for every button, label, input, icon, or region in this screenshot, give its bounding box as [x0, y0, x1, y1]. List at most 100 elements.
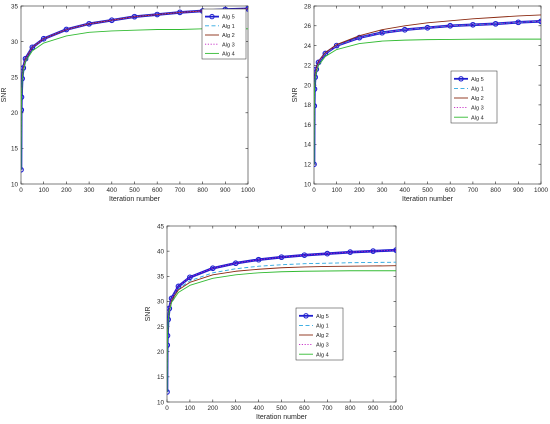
y-axis-label: SNR	[1, 88, 8, 103]
data-point-alg-5	[324, 250, 331, 257]
y-axis-label: SNR	[145, 307, 152, 322]
y-tick-label: 40	[157, 248, 165, 255]
legend-label: Alg 1	[471, 87, 484, 93]
y-tick-label: 20	[304, 82, 312, 89]
x-axis-label: Iteration number	[109, 196, 161, 203]
legend-label: Alg 2	[471, 96, 484, 102]
x-tick-label: 200	[354, 187, 365, 194]
data-point-alg-5	[322, 50, 329, 57]
series-line-alg-4	[167, 270, 396, 392]
y-tick-label: 24	[304, 43, 312, 50]
legend-label: Alg 2	[316, 333, 329, 339]
series-line-alg-4	[314, 38, 541, 165]
series-layer	[314, 14, 541, 168]
legend-marker	[458, 76, 464, 82]
y-tick-label: 10	[304, 181, 312, 188]
x-tick-label: 100	[331, 187, 342, 194]
x-tick-label: 200	[61, 187, 72, 194]
y-tick-label: 15	[11, 146, 19, 153]
series-line-alg-3	[314, 20, 541, 165]
x-tick-label: 1000	[389, 405, 404, 412]
legend-label: Alg 4	[316, 352, 329, 358]
x-tick-label: 700	[468, 187, 479, 194]
legend-label: Alg 2	[222, 33, 235, 39]
x-tick-label: 500	[276, 405, 287, 412]
chart-panel-2: 0 100 200 300 400 500 600 700 800 900 1000 10 12 14 16…	[292, 3, 548, 203]
data-point-alg-5	[167, 389, 170, 395]
legend-marker	[209, 13, 215, 20]
legend-label: Alg 5	[471, 77, 484, 83]
x-tick-label: 1000	[241, 187, 256, 194]
x-tick-label: 0	[19, 187, 23, 194]
x-tick-label: 400	[400, 187, 411, 194]
legend-label: Alg 1	[316, 324, 329, 330]
y-tick-label: 25	[157, 324, 165, 331]
x-tick-label: 0	[312, 187, 316, 194]
x-tick-label: 600	[299, 405, 310, 412]
y-tick-label: 30	[11, 39, 19, 46]
legend: Alg 5 Alg 1 Alg 2 Alg 3 Alg 4	[201, 8, 247, 60]
y-tick-label: 10	[157, 399, 165, 406]
data-point-alg-5	[40, 35, 47, 42]
y-tick-label: 10	[11, 181, 19, 188]
data-point-alg-5	[393, 247, 396, 253]
x-tick-label: 900	[513, 187, 524, 194]
x-tick-label: 100	[38, 187, 49, 194]
y-axis-label: SNR	[292, 88, 299, 103]
x-axis-label: Iteration number	[402, 196, 454, 203]
y-tick-label: 20	[11, 110, 19, 117]
legend-marker	[303, 313, 309, 319]
legend-label: Alg 1	[222, 24, 235, 30]
y-tick-label: 12	[304, 162, 312, 169]
x-tick-label: 600	[445, 187, 456, 194]
legend-label: Alg 5	[316, 314, 329, 320]
y-tick-label: 20	[157, 349, 165, 356]
data-point-alg-5	[209, 265, 216, 272]
x-tick-label: 1000	[534, 187, 549, 194]
y-tick-label: 16	[304, 122, 312, 129]
y-tick-label: 45	[157, 223, 165, 230]
y-tick-label: 26	[304, 23, 312, 30]
x-tick-label: 600	[152, 187, 163, 194]
data-point-alg-5	[29, 44, 36, 51]
x-tick-label: 400	[107, 187, 118, 194]
x-tick-label: 900	[220, 187, 231, 194]
x-tick-label: 400	[253, 405, 264, 412]
x-tick-label: 500	[129, 187, 140, 194]
x-tick-label: 500	[422, 187, 433, 194]
y-tick-label: 28	[304, 3, 312, 10]
x-tick-label: 800	[490, 187, 501, 194]
x-tick-label: 900	[368, 405, 379, 412]
y-tick-label: 14	[304, 142, 312, 149]
x-axis-label: Iteration number	[256, 414, 308, 421]
legend-label: Alg 3	[471, 106, 484, 112]
plot-area-box	[313, 5, 542, 185]
data-point-alg-5	[333, 42, 340, 49]
x-tick-label: 100	[185, 405, 196, 412]
y-tick-label: 22	[304, 63, 312, 70]
chart-panel-3: 0 100 200 300 400 500 600 700 800 900 1000 10 15 20 25…	[145, 223, 403, 421]
series-layer	[167, 247, 396, 395]
x-tick-label: 800	[197, 187, 208, 194]
x-tick-label: 700	[175, 187, 186, 194]
x-tick-label: 300	[377, 187, 388, 194]
series-layer	[21, 6, 248, 173]
y-tick-label: 35	[157, 274, 165, 281]
series-line-alg-4	[21, 28, 248, 170]
y-tick-label: 25	[11, 75, 19, 82]
legend-label: Alg 3	[316, 343, 329, 349]
legend-label: Alg 3	[222, 42, 235, 48]
data-point-alg-5	[187, 274, 193, 281]
y-tick-label: 30	[157, 299, 165, 306]
x-tick-label: 800	[345, 405, 356, 412]
legend: Alg 5 Alg 1 Alg 2 Alg 3 Alg 4	[450, 70, 498, 124]
data-point-alg-5	[232, 260, 239, 267]
x-tick-label: 700	[322, 405, 333, 412]
x-tick-label: 300	[230, 405, 241, 412]
legend-label: Alg 4	[471, 115, 484, 121]
chart-panel-1: 0 100 200 300 400 500 600 700 800 900 1000 10 15 20 25…	[1, 3, 255, 203]
legend-label: Alg 4	[222, 52, 235, 58]
y-tick-label: 15	[157, 374, 165, 381]
y-tick-label: 18	[304, 102, 312, 109]
